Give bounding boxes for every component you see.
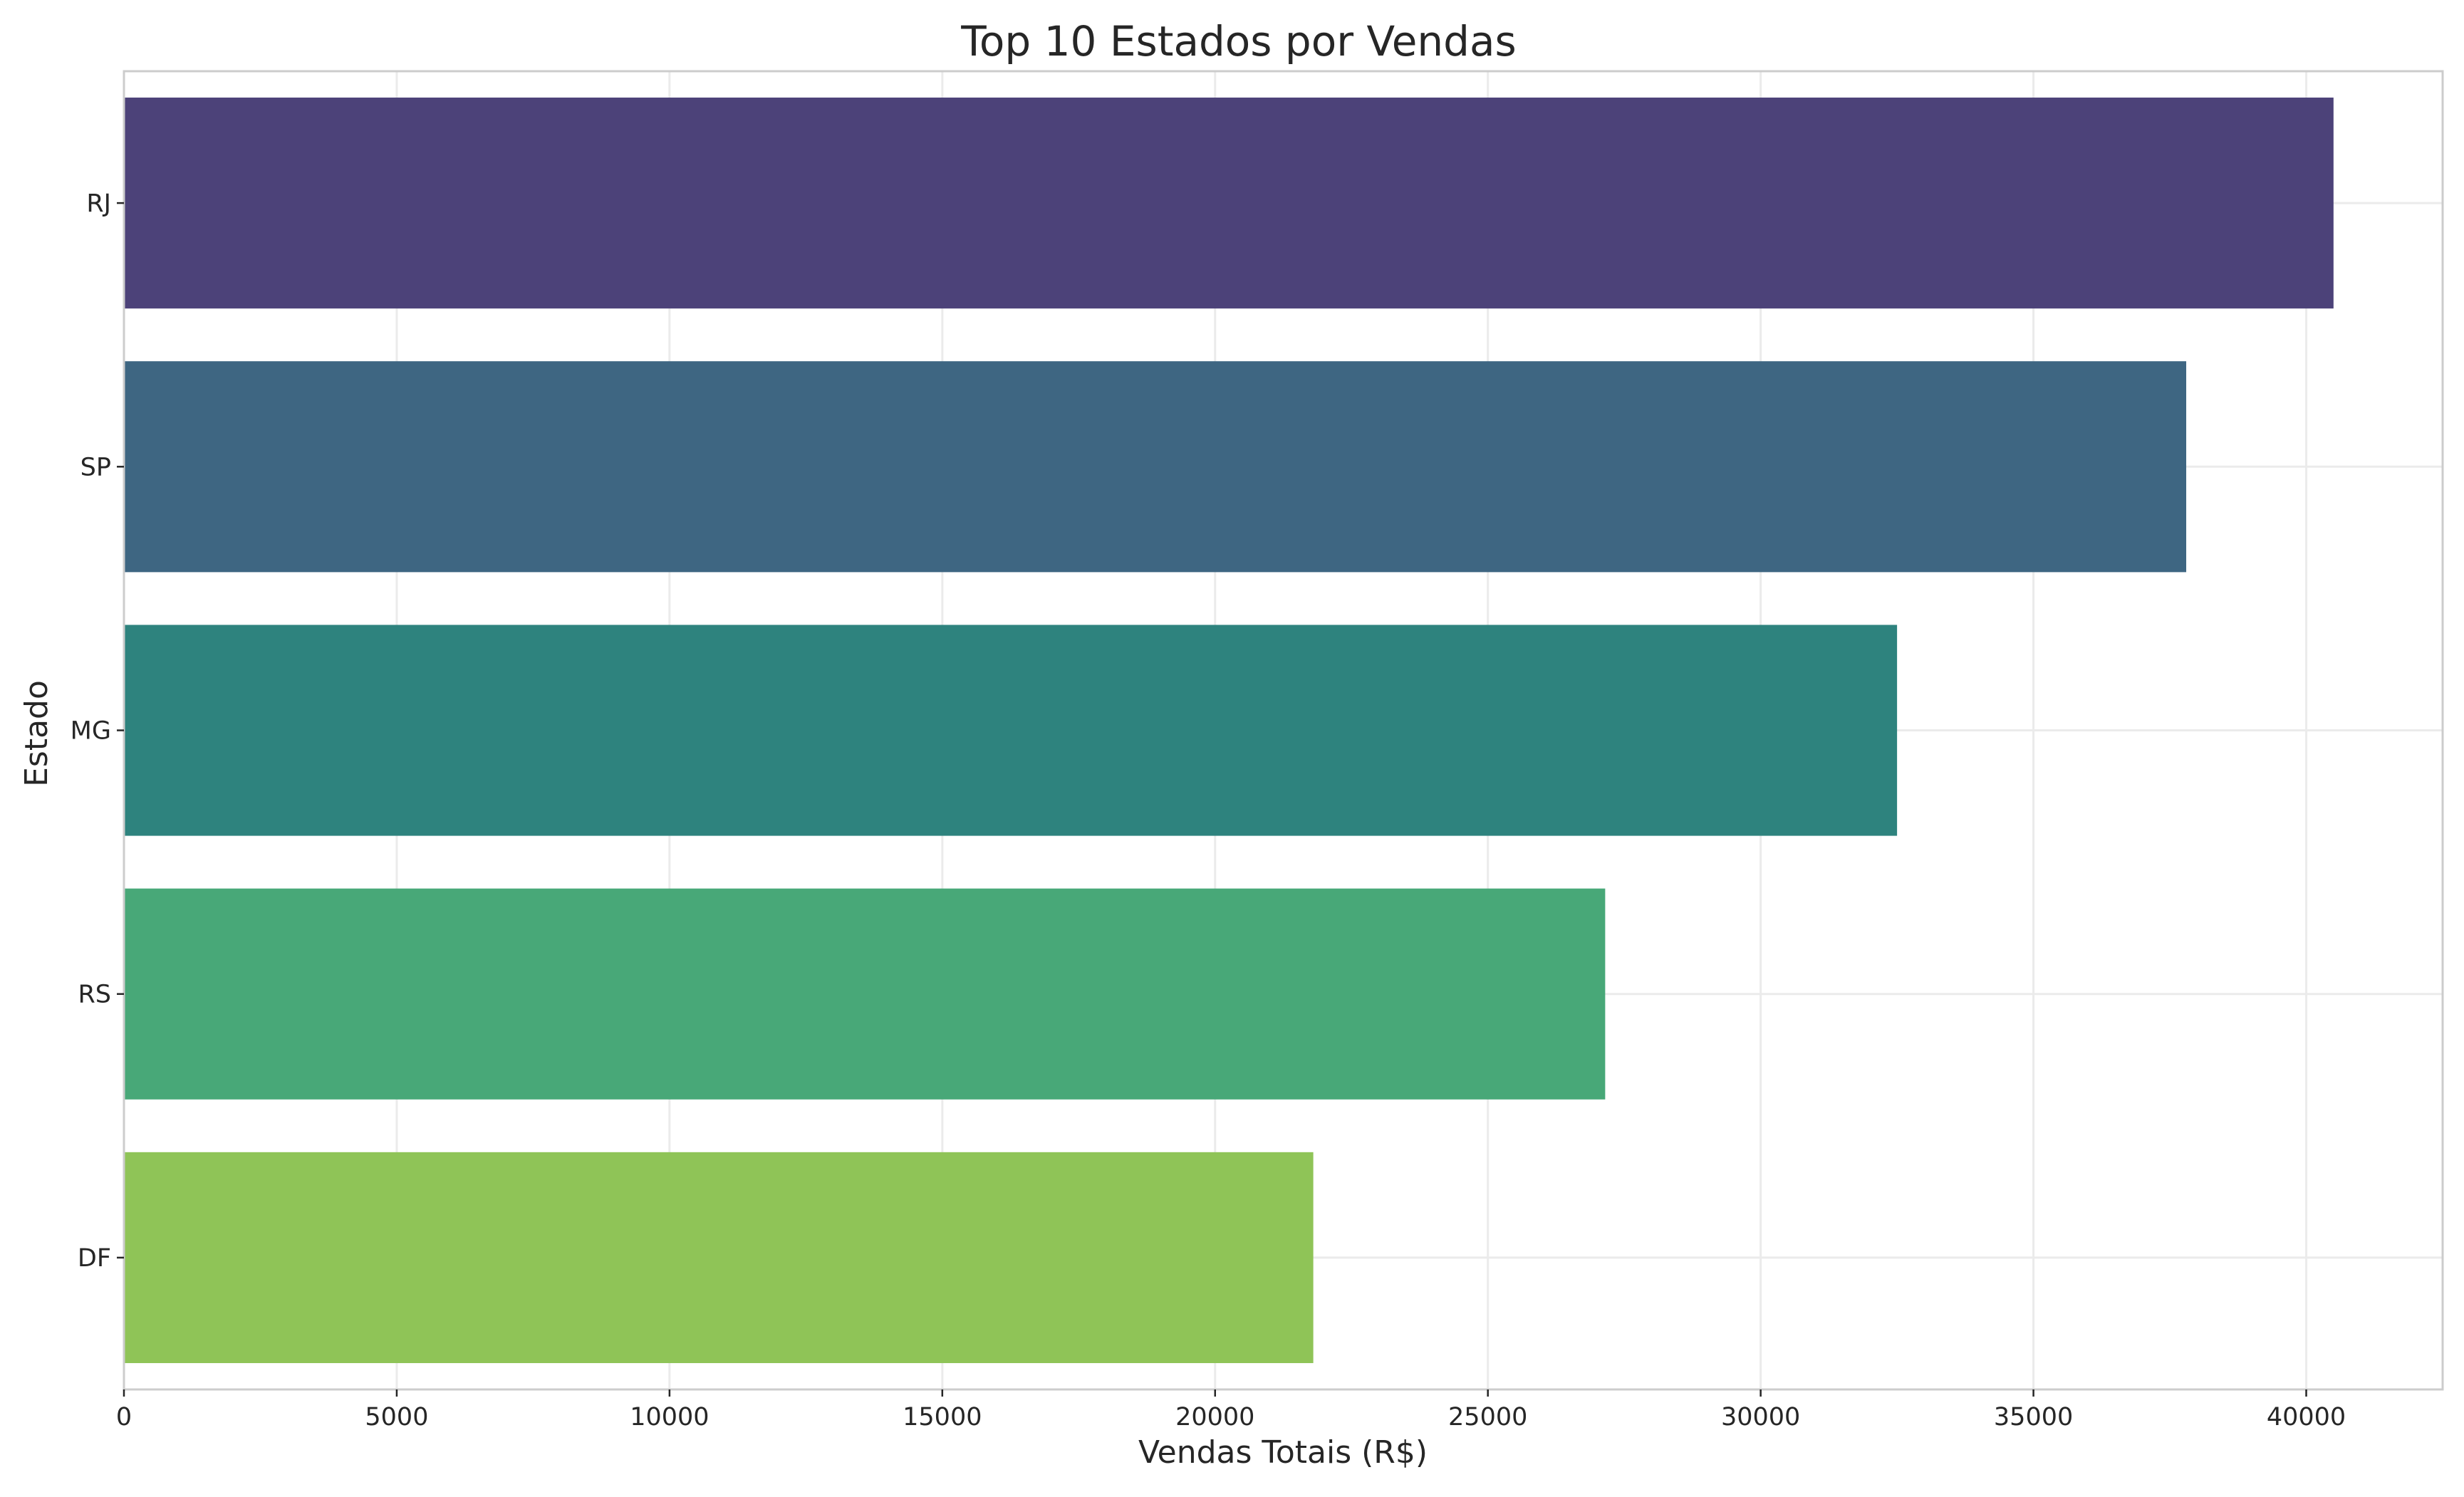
y-tick-label: RJ [86, 189, 111, 218]
x-tick-label: 30000 [1721, 1403, 1800, 1431]
x-tick-label: 40000 [2267, 1403, 2346, 1431]
x-tick-label: 10000 [630, 1403, 709, 1431]
bar-rj [124, 98, 2334, 309]
x-tick-label: 20000 [1175, 1403, 1254, 1431]
bar-df [124, 1152, 1314, 1363]
y-tick-label: DF [78, 1244, 111, 1273]
bars [124, 98, 2334, 1363]
y-axis-ticks: RJ SP MG RS DF [71, 189, 124, 1273]
y-tick-label: MG [71, 717, 111, 746]
x-tick-label: 5000 [365, 1403, 428, 1431]
x-axis-label: Vendas Totais (R$) [1138, 1434, 1428, 1471]
x-axis-ticks: 0 5000 10000 15000 20000 25000 30000 35000 40000 [116, 1389, 2346, 1431]
y-axis-label: Estado [19, 680, 55, 787]
bar-mg [124, 625, 1898, 836]
x-tick-label: 35000 [1994, 1403, 2073, 1431]
x-tick-label: 0 [116, 1403, 132, 1431]
y-tick-label: RS [78, 981, 111, 1009]
bar-sp [124, 361, 2187, 573]
bar-rs [124, 888, 1606, 1100]
x-tick-label: 25000 [1448, 1403, 1527, 1431]
x-tick-label: 15000 [903, 1403, 982, 1431]
chart-title: Top 10 Estados por Vendas [960, 17, 1516, 66]
y-tick-label: SP [80, 453, 111, 481]
